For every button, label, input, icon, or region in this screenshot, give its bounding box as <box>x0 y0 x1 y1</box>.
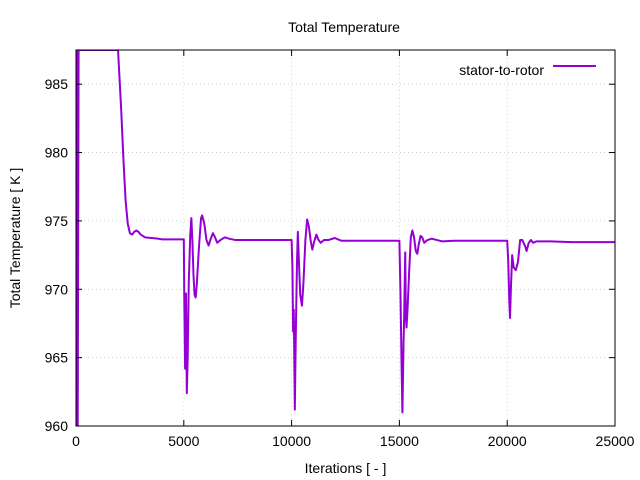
y-tick-label: 960 <box>45 418 69 434</box>
grid <box>76 50 615 426</box>
series-line-stator-to-rotor <box>76 50 615 426</box>
legend-label: stator-to-rotor <box>459 62 544 78</box>
x-axis-title: Iterations [ - ] <box>305 460 387 476</box>
legend: stator-to-rotor <box>459 62 596 78</box>
y-tick-label: 975 <box>45 213 69 229</box>
plot-area-border <box>75 49 616 427</box>
chart-title: Total Temperature <box>288 19 400 35</box>
y-tick-label: 965 <box>45 350 69 366</box>
x-tick-label: 0 <box>72 433 80 449</box>
x-tick-label: 20000 <box>488 433 527 449</box>
x-tick-label: 25000 <box>596 433 635 449</box>
series-layer <box>76 50 615 426</box>
y-tick-label: 970 <box>45 281 69 297</box>
y-tick-label: 980 <box>45 145 69 161</box>
y-axis-title: Total Temperature [ K ] <box>7 168 23 309</box>
axis-ticks: 0 5000 10000 15000 20000 25000 960 965 970 975 980… <box>45 50 635 449</box>
x-tick-label: 10000 <box>272 433 311 449</box>
x-tick-label: 15000 <box>380 433 419 449</box>
x-tick-label: 5000 <box>168 433 199 449</box>
y-tick-label: 985 <box>45 76 69 92</box>
